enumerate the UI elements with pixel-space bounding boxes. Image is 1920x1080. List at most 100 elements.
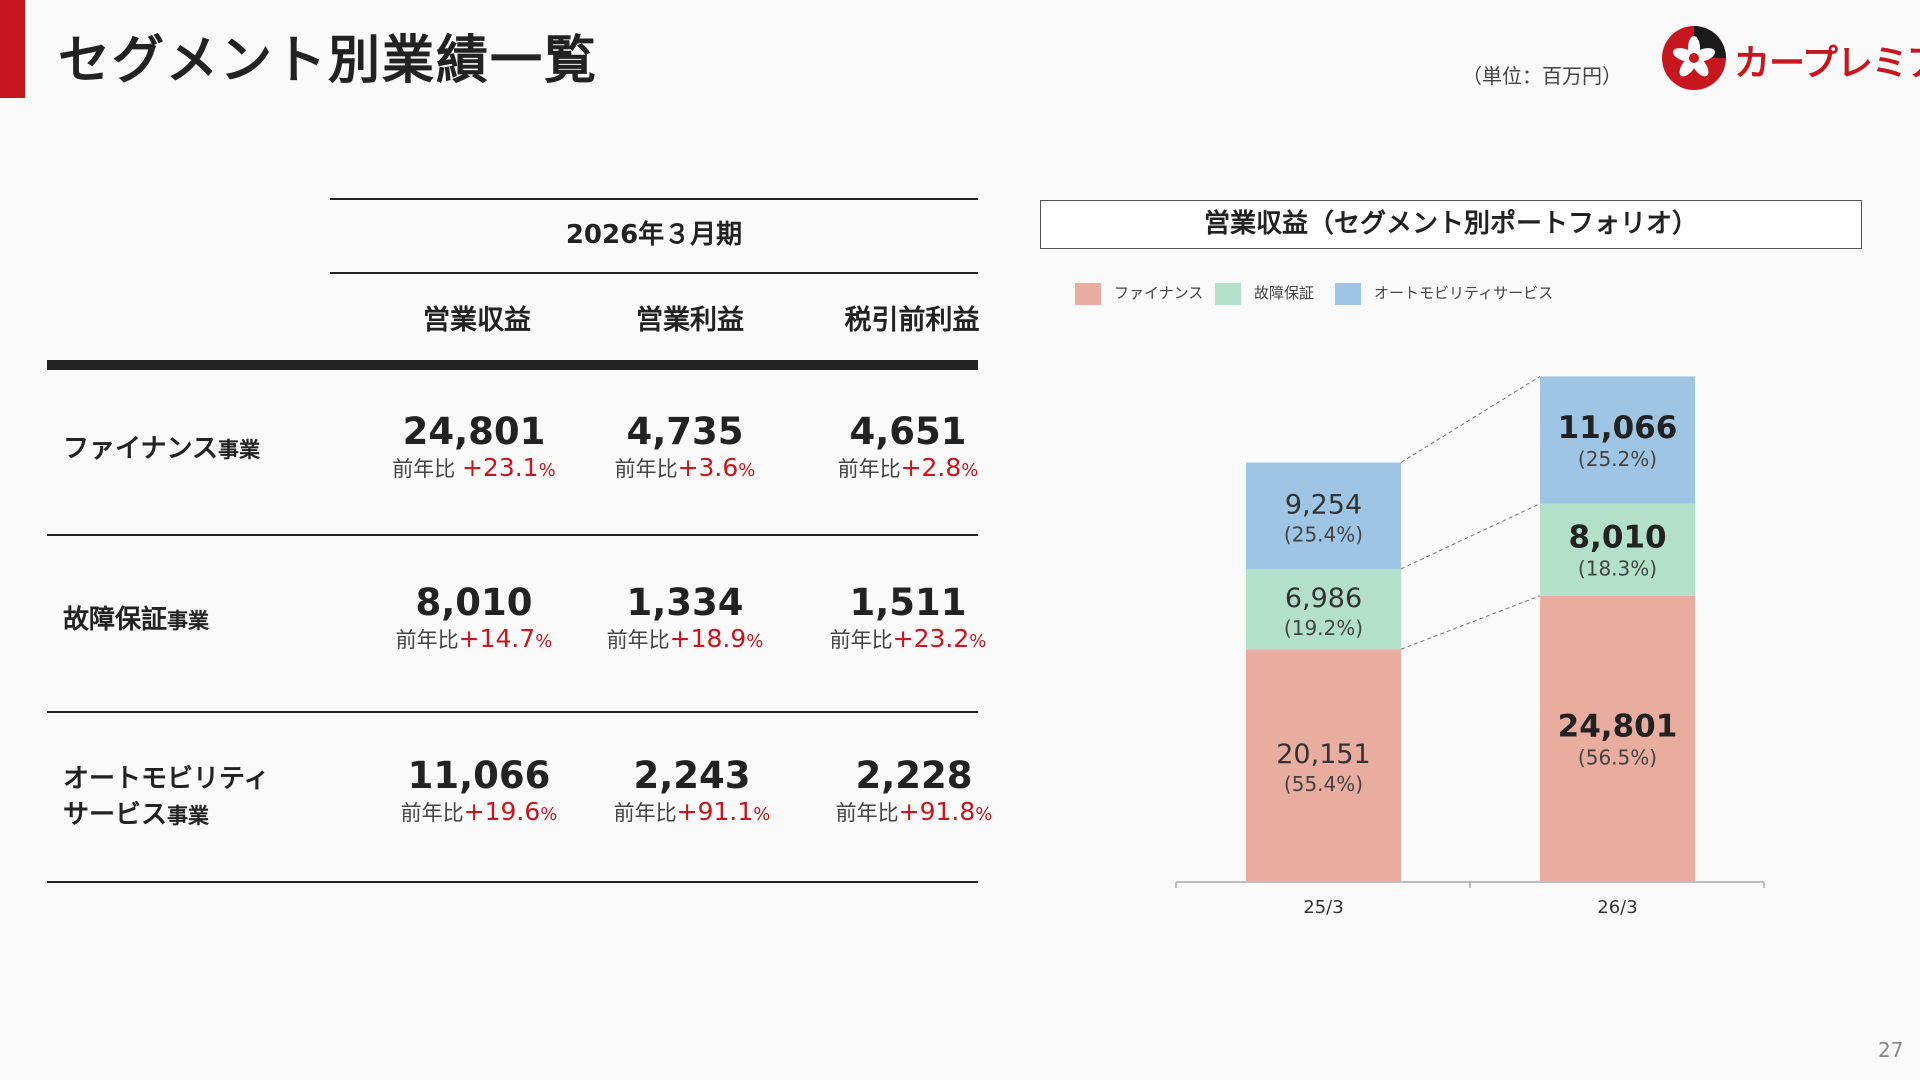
- row-rule: [47, 534, 978, 536]
- data-label: 6,986: [1285, 583, 1362, 614]
- cell-yoy: 前年比+3.6%: [575, 453, 795, 486]
- table-top-rule: [330, 198, 978, 200]
- page-title: セグメント別業績一覧: [58, 31, 599, 91]
- cell-finance-revenue: 24,801 前年比 +23.1%: [364, 411, 584, 486]
- fiscal-period-header: 2026年３月期: [565, 220, 743, 250]
- logo-text: カープレミア: [1734, 43, 1920, 84]
- cell-finance-pretax-profit: 4,651 前年比+2.8%: [798, 411, 1018, 486]
- legend-label: ファイナンス: [1114, 284, 1204, 302]
- page-number: 27: [1878, 1038, 1904, 1062]
- x-tick-label: 26/3: [1597, 897, 1637, 918]
- cell-warranty-pretax-profit: 1,511 前年比+23.2%: [798, 582, 1018, 657]
- yoy-unit: %: [753, 804, 771, 825]
- company-logo: カープレミア: [1658, 20, 1920, 92]
- cell-value: 8,010: [415, 581, 533, 624]
- yoy-percent: +91.8: [898, 797, 976, 826]
- row-label-line2: サービス: [63, 800, 168, 830]
- yoy-prefix: 前年比: [835, 801, 899, 825]
- logo-mark-icon: [1662, 26, 1726, 90]
- row-label-suffix: 事業: [217, 438, 260, 462]
- yoy-unit: %: [738, 460, 756, 481]
- row-label-main: ファイナンス: [63, 434, 218, 464]
- cell-value: 11,066: [407, 754, 551, 797]
- connector-line: [1400, 375, 1541, 463]
- column-header-revenue: 営業収益: [423, 305, 531, 336]
- connector-line: [1400, 503, 1541, 570]
- yoy-unit: %: [535, 631, 553, 652]
- yoy-unit: %: [746, 631, 764, 652]
- cell-yoy: 前年比+2.8%: [798, 453, 1018, 486]
- x-tick-label: 25/3: [1303, 897, 1343, 918]
- bar-segment: [1540, 503, 1695, 596]
- header-thick-rule: [47, 360, 978, 370]
- share-label: (55.4%): [1284, 772, 1363, 796]
- unit-note: （単位：百万円）: [1462, 64, 1622, 88]
- column-header-pretax-profit: 税引前利益: [844, 305, 980, 336]
- cell-value: 2,228: [855, 754, 973, 797]
- row-rule: [47, 711, 978, 713]
- data-label: 11,066: [1558, 410, 1678, 446]
- row-label-main: 故障保証: [63, 605, 168, 635]
- column-header-operating-profit: 営業利益: [636, 305, 744, 336]
- table-bottom-rule: [47, 881, 978, 883]
- share-label: (56.5%): [1578, 745, 1657, 769]
- yoy-prefix: 前年比: [400, 801, 464, 825]
- bar-segment: [1246, 649, 1401, 881]
- cell-value: 1,511: [849, 581, 967, 624]
- yoy-percent: +23.1: [461, 453, 539, 482]
- bar-segment: [1246, 462, 1401, 569]
- yoy-percent: +14.7: [458, 624, 536, 653]
- cell-yoy: 前年比+19.6%: [369, 797, 589, 830]
- share-label: (25.4%): [1284, 523, 1363, 547]
- cell-yoy: 前年比+91.8%: [804, 797, 1024, 830]
- yoy-prefix: 前年比: [829, 628, 893, 652]
- period-rule: [330, 272, 978, 274]
- cell-value: 4,651: [849, 410, 967, 453]
- row-label-suffix: 事業: [167, 609, 210, 633]
- cell-yoy: 前年比+23.2%: [798, 624, 1018, 657]
- share-label: (18.3%): [1578, 557, 1657, 581]
- cell-value: 24,801: [402, 410, 546, 453]
- row-label-finance: ファイナンス事業: [63, 431, 260, 468]
- cell-value: 2,243: [633, 754, 751, 797]
- data-label: 24,801: [1558, 708, 1678, 744]
- cell-automobility-pretax-profit: 2,228 前年比+91.8%: [804, 755, 1024, 830]
- yoy-prefix: 前年比: [392, 457, 462, 481]
- legend-swatch: [1075, 283, 1101, 305]
- share-label: (19.2%): [1284, 616, 1363, 640]
- bar-segment: [1540, 376, 1695, 504]
- connector-line: [1400, 595, 1541, 650]
- row-label-automobility: オートモビリティ サービス事業: [63, 761, 269, 834]
- chart-title: 営業収益（セグメント別ポートフォリオ）: [1040, 200, 1862, 249]
- yoy-unit: %: [969, 631, 987, 652]
- cell-finance-operating-profit: 4,735 前年比+3.6%: [575, 411, 795, 486]
- data-label: 9,254: [1285, 490, 1362, 521]
- yoy-prefix: 前年比: [614, 457, 678, 481]
- yoy-unit: %: [975, 804, 993, 825]
- legend-swatch: [1335, 283, 1361, 305]
- cell-yoy: 前年比+18.9%: [575, 624, 795, 657]
- bar-segment: [1540, 595, 1695, 881]
- yoy-prefix: 前年比: [606, 628, 670, 652]
- legend-swatch: [1215, 283, 1241, 305]
- yoy-percent: +2.8: [900, 453, 962, 482]
- cell-automobility-revenue: 11,066 前年比+19.6%: [369, 755, 589, 830]
- cell-warranty-operating-profit: 1,334 前年比+18.9%: [575, 582, 795, 657]
- yoy-percent: +18.9: [669, 624, 747, 653]
- data-label: 8,010: [1568, 520, 1666, 556]
- bar-segment: [1246, 568, 1401, 650]
- yoy-unit: %: [540, 804, 558, 825]
- row-label-warranty: 故障保証事業: [63, 602, 209, 639]
- row-label-main: オートモビリティ: [63, 764, 270, 794]
- data-label: 20,151: [1276, 739, 1370, 770]
- yoy-prefix: 前年比: [395, 628, 459, 652]
- yoy-unit: %: [961, 460, 979, 481]
- yoy-percent: +23.2: [892, 624, 970, 653]
- legend-label: オートモビリティサービス: [1374, 284, 1554, 302]
- segment-results-table: 2026年３月期 営業収益 営業利益 税引前利益 ファイナンス事業 24,801…: [47, 198, 992, 885]
- cell-automobility-operating-profit: 2,243 前年比+91.1%: [582, 755, 802, 830]
- row-label-suffix: 事業: [167, 804, 210, 828]
- cell-yoy: 前年比 +23.1%: [364, 453, 584, 486]
- yoy-unit: %: [538, 460, 556, 481]
